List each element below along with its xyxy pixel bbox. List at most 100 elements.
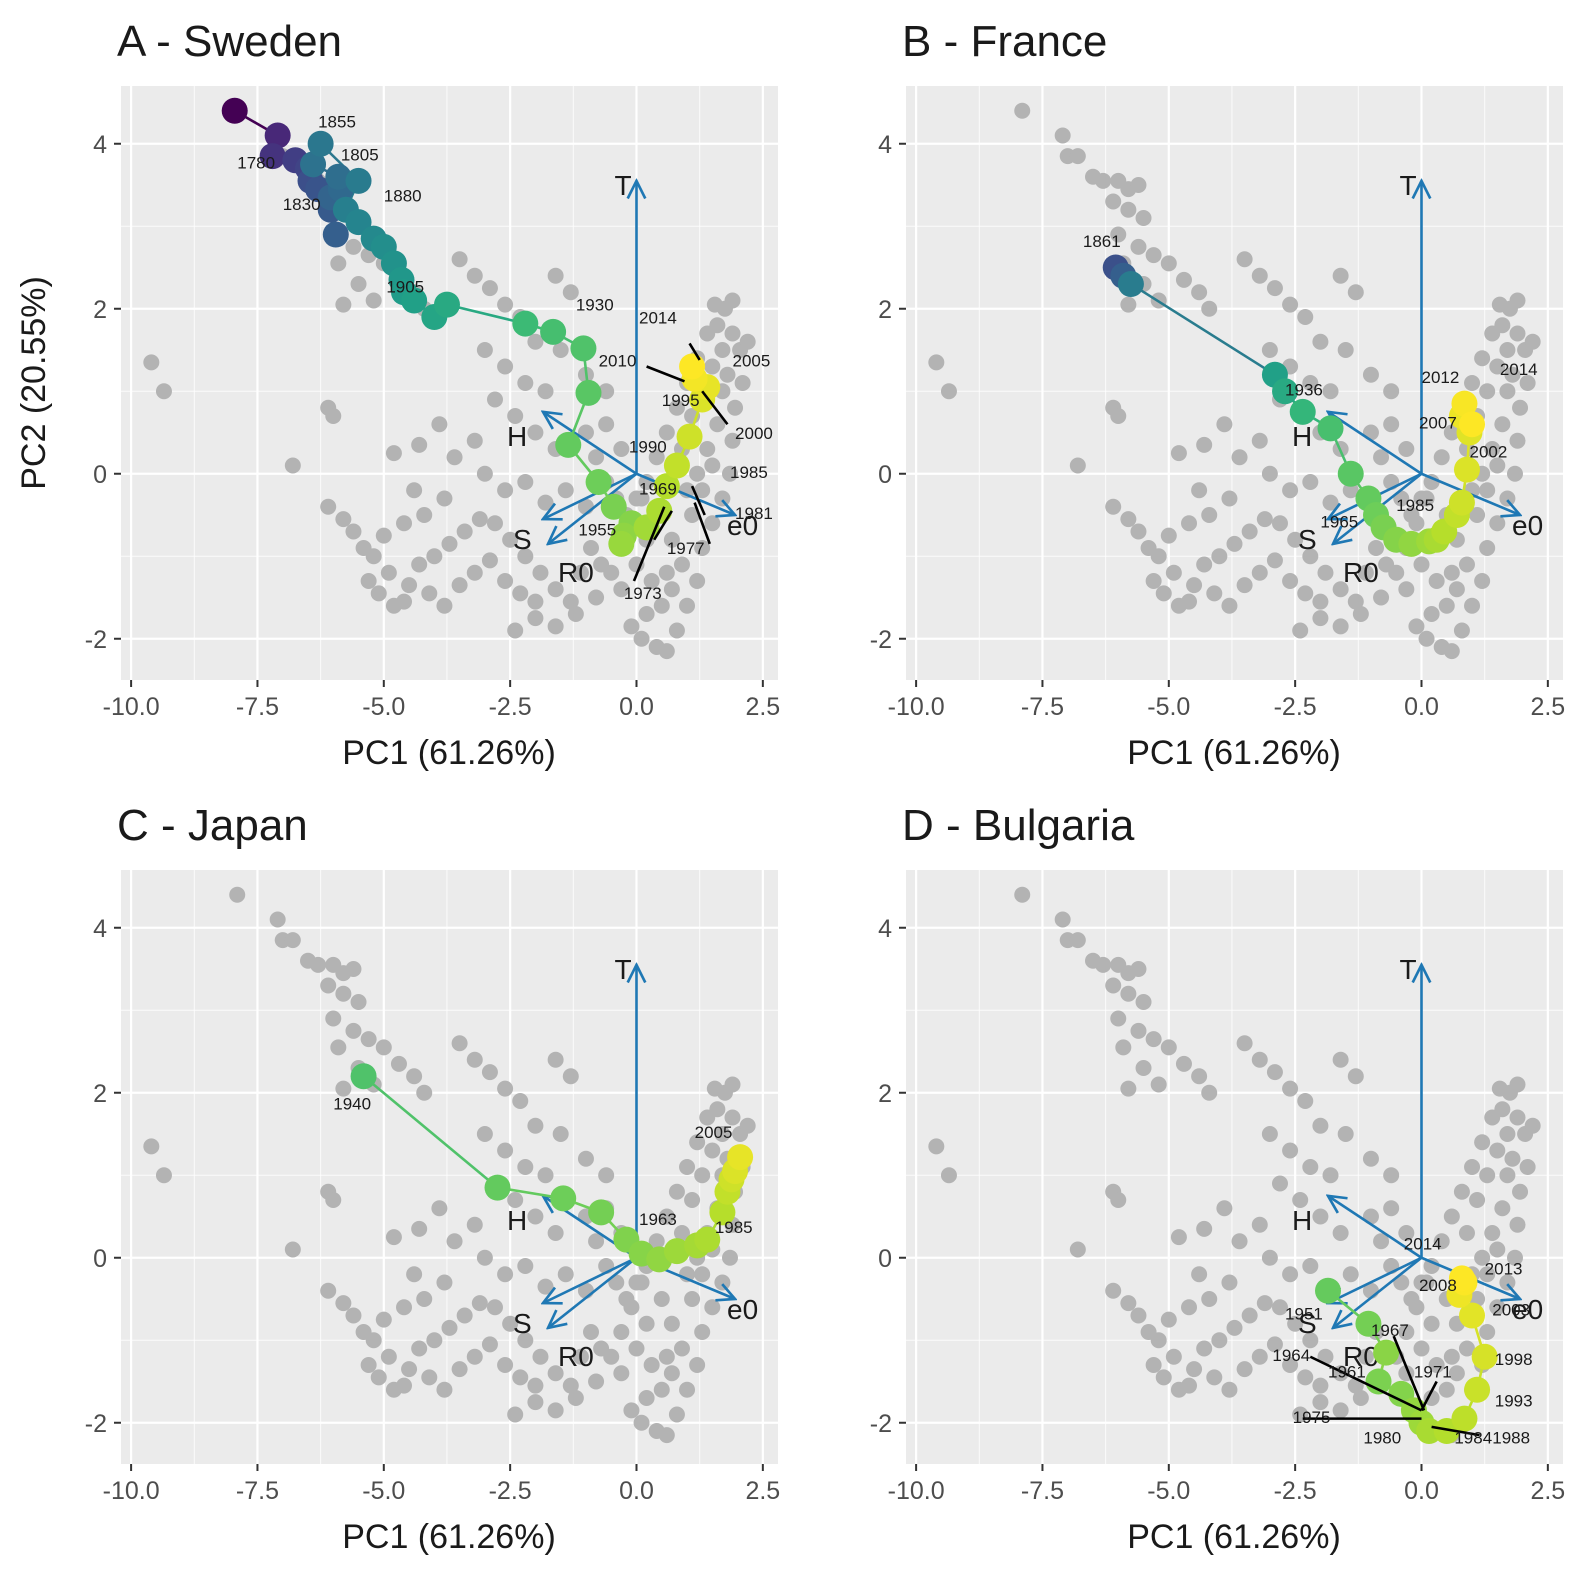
x-tick-label: 2.5 [745, 1477, 780, 1505]
background-point [527, 424, 544, 441]
background-point [396, 515, 413, 532]
background-point [613, 1324, 630, 1340]
label-leader [1392, 1335, 1426, 1411]
background-point [1211, 1332, 1228, 1349]
background-point [1312, 1208, 1329, 1225]
background-point [1494, 1200, 1511, 1217]
loading-label-r0: R0 [558, 1341, 594, 1372]
background-point [547, 618, 564, 635]
background-point [370, 1369, 387, 1386]
trajectory-point-1936 [1317, 415, 1344, 442]
background-point [325, 1192, 342, 1208]
background-point [1251, 1051, 1268, 1068]
background-point [633, 1414, 650, 1431]
panel-b-background [906, 86, 1563, 680]
background-point [1509, 1109, 1526, 1126]
background-point [370, 585, 387, 602]
trajectory-point-1930 [512, 310, 539, 337]
background-point [547, 1225, 564, 1241]
year-label-1973: 1973 [624, 584, 662, 603]
trajectory-point-1790 [259, 143, 286, 170]
background-point [547, 1365, 564, 1382]
background-point [1196, 1220, 1213, 1237]
loading-label-r0: R0 [1343, 1341, 1379, 1372]
background-point [1474, 1249, 1491, 1266]
background-point [1347, 1068, 1364, 1085]
y-tick-label: -2 [85, 1410, 107, 1438]
background-point [724, 325, 741, 342]
background-point [1413, 490, 1430, 507]
trajectory-point-1967 [1373, 1339, 1400, 1366]
background-point [1191, 482, 1208, 499]
loading-arrow-s [1328, 1256, 1423, 1303]
loading-arrow-e0 [635, 472, 735, 515]
background-point [633, 630, 650, 647]
background-point [1317, 564, 1334, 581]
background-point [658, 1427, 675, 1444]
x-tick-label: -2.5 [1274, 1477, 1317, 1505]
background-point [269, 911, 286, 928]
background-point [668, 1183, 685, 1200]
year-label-2003: 2003 [1492, 1301, 1530, 1320]
year-label-1985: 1985 [715, 1218, 753, 1237]
background-point [694, 1324, 711, 1340]
background-point [1181, 515, 1198, 532]
background-point [497, 1142, 514, 1159]
trajectory-segment [1130, 282, 1276, 376]
year-label-1984: 1984 [1454, 1428, 1492, 1447]
background-point [658, 424, 675, 441]
background-point [401, 577, 418, 594]
loading-arrow-r0 [548, 1256, 638, 1328]
year-label-1965: 1965 [1320, 512, 1358, 531]
background-point [1373, 449, 1390, 466]
background-point [1165, 564, 1182, 581]
loading-label-t: T [1399, 954, 1416, 985]
trajectory-point-1995 [1448, 489, 1475, 516]
background-point [537, 1278, 554, 1295]
panel-b-axis-ticks: -10.0 -7.5 -5.0 -2.5 0.0 2.5 -2 0 2 4 [870, 131, 1565, 721]
trajectory-point-1925 [1289, 398, 1316, 425]
panel-d-trajectory [1314, 1265, 1498, 1444]
trajectory-point-1960 [600, 493, 627, 520]
background-point [1464, 597, 1481, 614]
background-point [663, 1315, 680, 1332]
background-point [1413, 1274, 1430, 1291]
background-point [940, 1167, 957, 1184]
year-label-2012: 2012 [1421, 368, 1459, 387]
trajectory-point-1780 [264, 122, 291, 149]
background-point [1145, 573, 1162, 589]
background-point [547, 1051, 564, 1068]
background-point [562, 284, 579, 301]
panel-c-xlabel: PC1 (61.26%) [342, 1518, 556, 1556]
background-point [1251, 564, 1268, 581]
background-point [1266, 552, 1283, 569]
background-point [416, 507, 433, 523]
background-point [411, 556, 428, 573]
loading-label-h: H [507, 421, 527, 452]
trajectory-point-1935 [540, 318, 567, 345]
background-point [1491, 296, 1508, 313]
x-tick-label: 0.0 [1404, 1477, 1439, 1505]
background-point [1282, 1357, 1299, 1373]
background-point [471, 511, 488, 528]
year-label-1995: 1995 [662, 391, 700, 410]
panel-a-grid [121, 86, 778, 680]
loading-label-e0: e0 [727, 1294, 758, 1325]
background-point [663, 581, 680, 598]
panel-b-loading-arrows: T H S R0 e0 [1292, 170, 1543, 588]
panel-a: T H S R0 e0 1855 1780 1805 1830 1880 1905 1930 2014… [15, 17, 780, 772]
background-point [451, 251, 468, 268]
background-point [628, 1340, 645, 1357]
background-point [1322, 383, 1339, 400]
trajectory-point-1988 [1451, 1405, 1478, 1432]
year-label-1971: 1971 [1414, 1362, 1452, 1381]
background-point [486, 391, 503, 408]
background-point [527, 1394, 544, 1411]
background-point [1251, 267, 1268, 284]
background-point [466, 267, 483, 284]
background-point [1418, 630, 1435, 647]
panel-b-xlabel: PC1 (61.26%) [1127, 734, 1341, 772]
background-point [360, 573, 377, 589]
background-point [577, 1150, 594, 1167]
background-point [1216, 1200, 1233, 1217]
